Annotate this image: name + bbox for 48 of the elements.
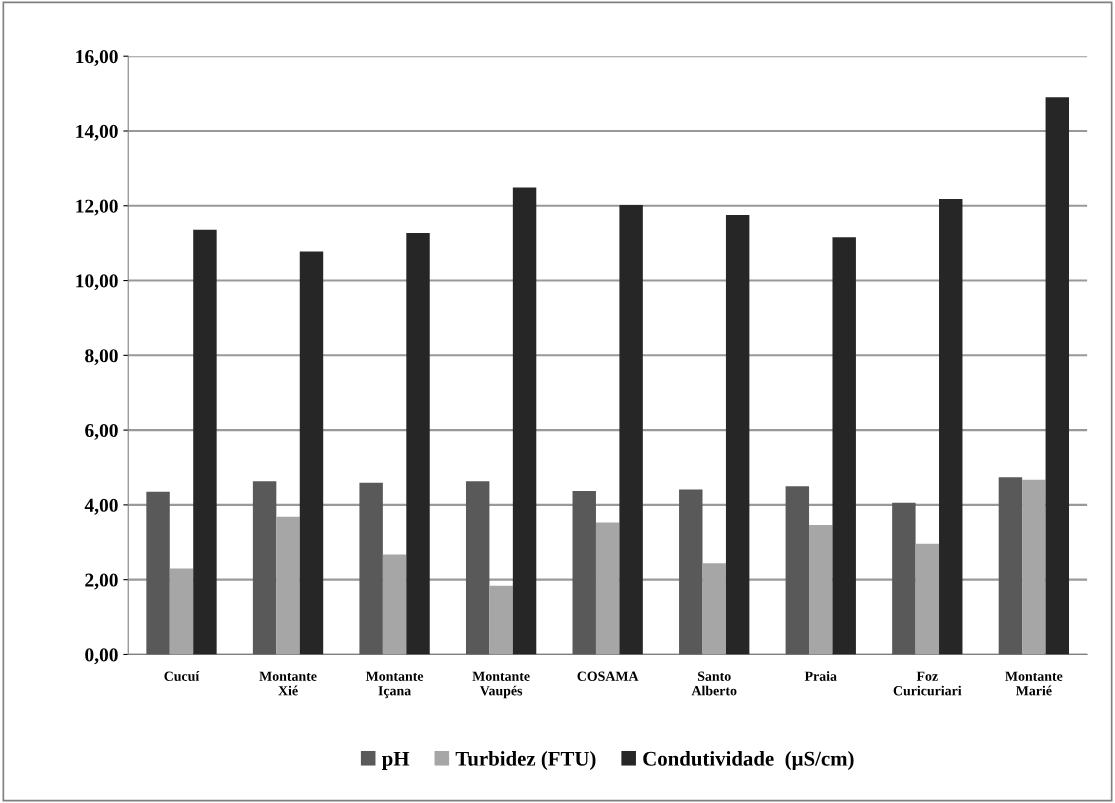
- bar: [489, 585, 513, 655]
- y-tick-label: 14,00: [76, 124, 118, 141]
- y-tick-label: 10,00: [76, 274, 118, 291]
- x-tick-label: Montante Vaupés: [472, 671, 530, 699]
- bar: [193, 229, 217, 655]
- bar: [359, 482, 383, 655]
- x-tick-label: Santo Alberto: [691, 671, 737, 696]
- x-tick-label: Montante Xié: [259, 671, 317, 696]
- x-tick-label: Montante Marié: [1005, 671, 1063, 696]
- bar: [406, 233, 430, 655]
- bar: [892, 502, 916, 655]
- bar: [382, 554, 407, 655]
- bar: [679, 489, 703, 655]
- x-tick-label: Cucuí: [164, 671, 200, 681]
- bar: [998, 477, 1023, 655]
- bar: [939, 199, 963, 655]
- bar: [276, 516, 300, 655]
- y-tick-label: 0,00: [85, 648, 118, 665]
- x-tick-label: Montante Içana: [365, 671, 424, 699]
- bar: [169, 568, 194, 655]
- bar: [465, 481, 490, 655]
- bar: [809, 525, 833, 655]
- x-tick-label: COSAMA: [577, 671, 639, 681]
- legend-label: pH: [381, 751, 410, 770]
- bar: [252, 481, 277, 655]
- legend-label: Condutividade (µS/cm): [643, 751, 854, 770]
- legend-label: Turbidez (FTU): [455, 751, 596, 770]
- bar: [299, 251, 324, 655]
- y-tick-label: 16,00: [76, 50, 118, 66]
- bar: [572, 491, 596, 655]
- bar: [619, 205, 643, 655]
- bar: [1022, 479, 1046, 655]
- bar: [146, 491, 170, 655]
- y-tick-label: 12,00: [76, 199, 118, 216]
- bar: [785, 486, 810, 655]
- y-tick-label: 8,00: [85, 349, 118, 366]
- x-tick-label: Praia: [804, 671, 837, 681]
- bar: [915, 543, 940, 655]
- bar: [702, 563, 726, 655]
- x-tick-label: Foz Curicuriari: [893, 671, 962, 696]
- bar: [725, 215, 750, 655]
- y-tick-label: 4,00: [84, 498, 118, 515]
- y-tick-label: 6,00: [85, 423, 118, 440]
- y-tick-label: 2,00: [85, 573, 118, 590]
- bar: [1045, 97, 1070, 655]
- bar: [512, 187, 537, 655]
- bar: [832, 237, 856, 655]
- bar: [595, 522, 620, 655]
